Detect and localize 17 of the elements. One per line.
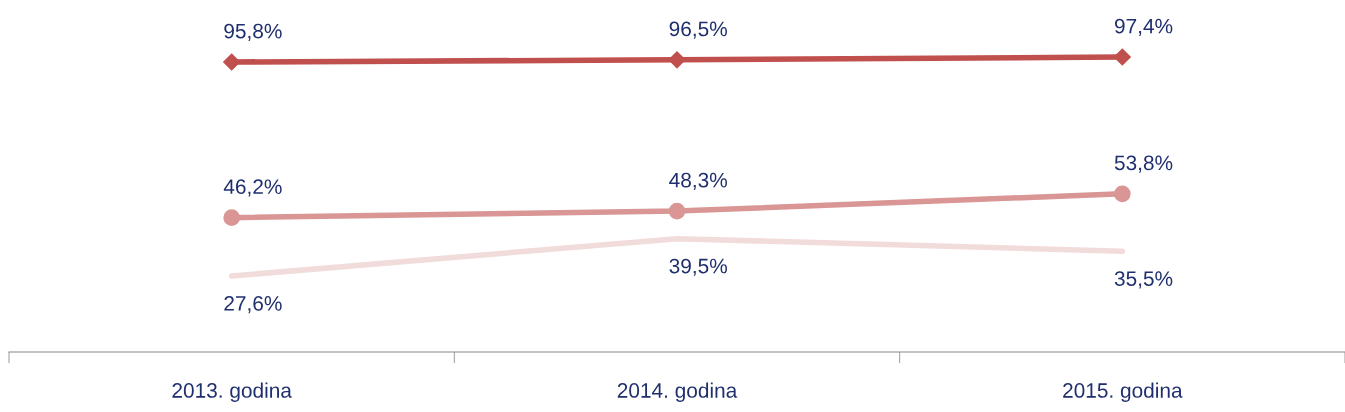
point (668, 51, 686, 69)
data-label: 46,2% (223, 179, 282, 197)
data-label: 48,3% (669, 172, 727, 190)
data-label: 27,6% (224, 295, 282, 314)
data-label: 95,8% (224, 23, 282, 41)
x-tick-label: 2013. godina (172, 382, 292, 402)
point (223, 209, 241, 226)
data-label: 96,5% (669, 21, 727, 39)
data-label: 35,5% (1114, 271, 1173, 289)
point (1113, 48, 1131, 66)
x-tick-label: 2015. godina (1063, 382, 1183, 402)
x-tick-label: 2014. godina (617, 382, 738, 402)
point (668, 202, 686, 220)
data-label: 39,5% (669, 258, 727, 276)
point (1113, 185, 1131, 203)
data-label: 53,8% (1114, 155, 1173, 173)
data-label: 97,4% (1114, 18, 1173, 36)
